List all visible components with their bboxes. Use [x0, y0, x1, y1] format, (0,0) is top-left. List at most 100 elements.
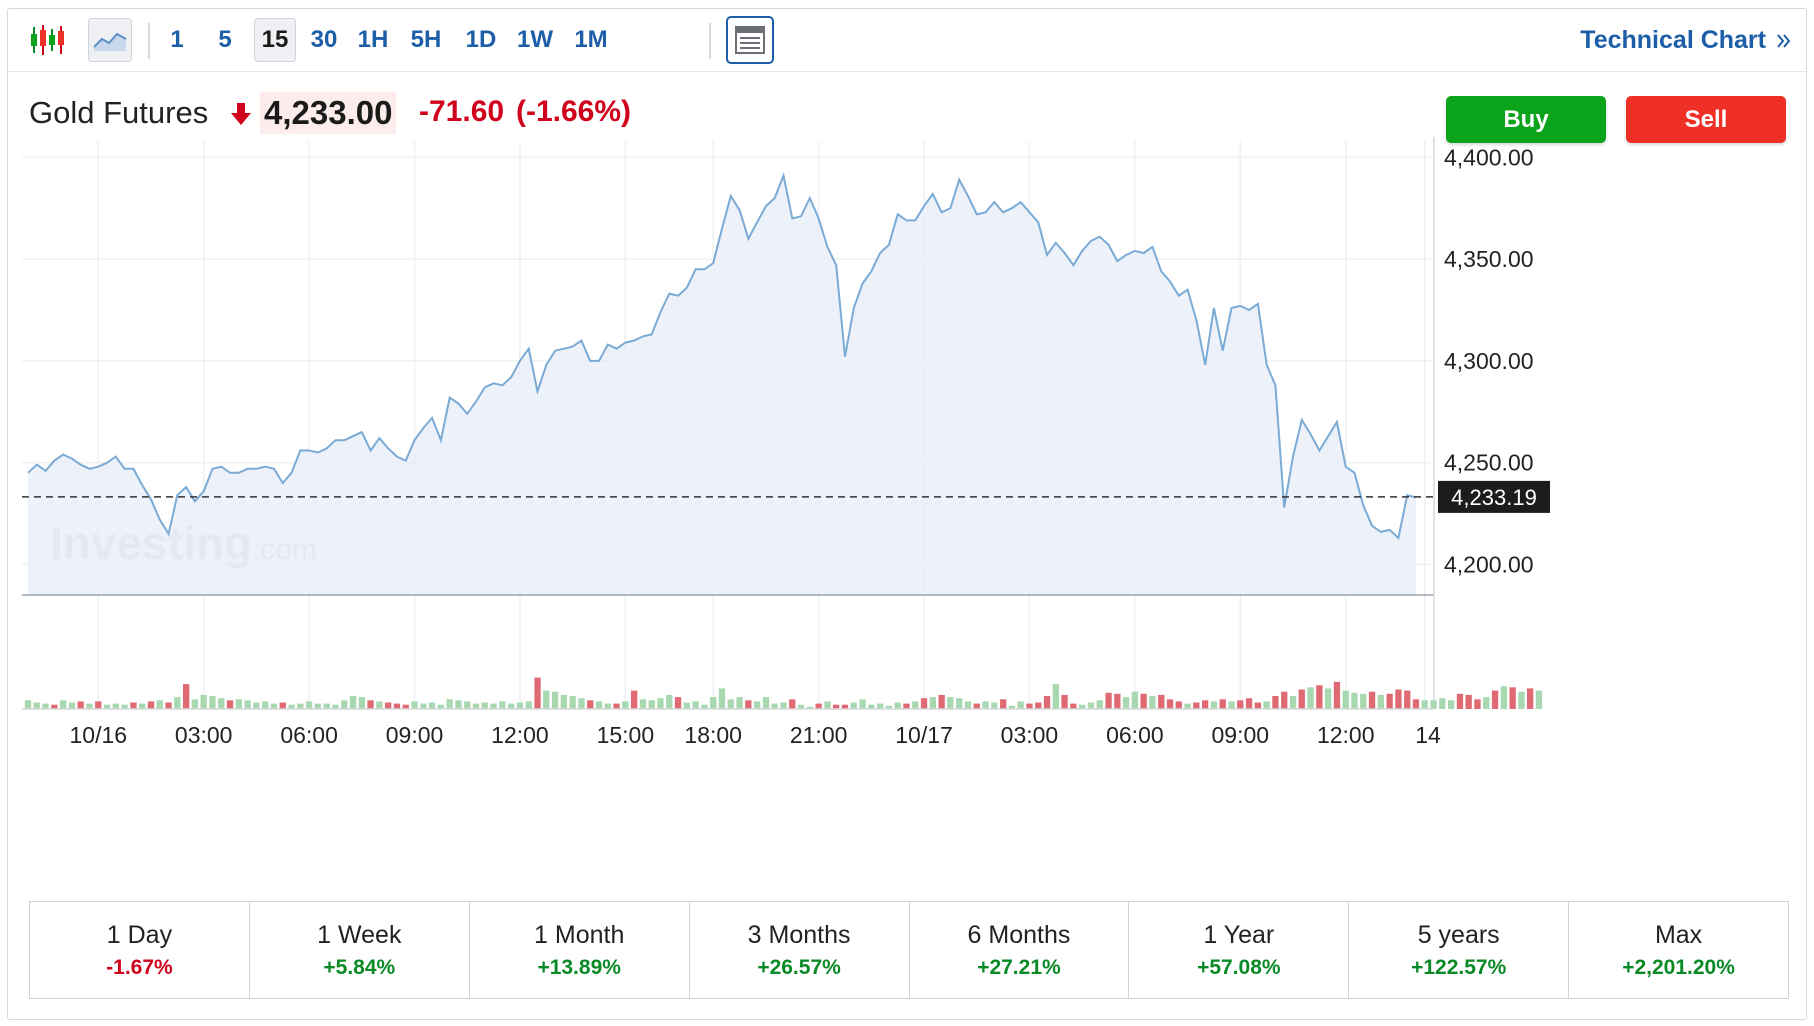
volume-bar — [130, 702, 137, 709]
chart-widget: 1 5 15 30 1H 5H 1D 1W 1M Technical Chart… — [7, 8, 1807, 1020]
x-tick-label: 03:00 — [175, 722, 233, 748]
volume-bar — [437, 704, 444, 709]
period-1-year[interactable]: 1 Year +57.08% — [1129, 902, 1350, 998]
interval-1h[interactable]: 1H — [357, 26, 389, 53]
price-chart[interactable]: Investing.com4,233.194,400.004,350.004,3… — [8, 9, 1808, 889]
volume-bar — [718, 688, 726, 709]
volume-bar — [920, 698, 928, 709]
volume-bar — [253, 702, 260, 709]
volume-bar — [771, 703, 778, 709]
x-tick-label: 03:00 — [1001, 722, 1059, 748]
volume-bar — [1202, 700, 1209, 709]
volume-bar — [297, 703, 304, 709]
period-label: 1 Month — [534, 920, 625, 949]
volume-bar — [1184, 703, 1191, 709]
interval-15[interactable]: 15 — [254, 18, 296, 62]
period-change: +27.21% — [977, 955, 1061, 979]
volume-bar — [174, 697, 181, 709]
volume-bar — [262, 701, 269, 709]
period-1-month[interactable]: 1 Month +13.89% — [470, 902, 690, 998]
volume-bar — [569, 696, 576, 709]
instrument-name: Gold Futures — [29, 95, 209, 130]
volume-bar — [815, 703, 822, 709]
period-label: 3 Months — [747, 920, 851, 949]
interval-5[interactable]: 5 — [218, 26, 232, 53]
volume-bar — [797, 704, 805, 709]
period-max[interactable]: Max +2,201.20% — [1569, 902, 1788, 998]
volume-bar — [745, 700, 752, 709]
interval-1d[interactable]: 1D — [465, 26, 497, 53]
volume-bar — [666, 694, 673, 709]
volume-bar — [657, 698, 664, 709]
volume-bar — [349, 696, 357, 709]
volume-bar — [499, 701, 506, 709]
last-price-label: 4,233.19 — [1451, 485, 1537, 510]
volume-bar — [1237, 700, 1244, 709]
volume-bar — [736, 697, 743, 709]
interval-1m[interactable]: 1M — [574, 26, 608, 53]
volume-bar — [244, 700, 251, 709]
chart-toolbar: 1 5 15 30 1H 5H 1D 1W 1M Technical Chart — [8, 9, 1806, 72]
volume-bar — [1351, 692, 1358, 710]
period-5-years[interactable]: 5 years +122.57% — [1349, 902, 1570, 998]
period-6-months[interactable]: 6 Months +27.21% — [910, 902, 1130, 998]
volume-bar — [1298, 689, 1305, 709]
volume-bar — [112, 703, 119, 709]
y-tick-label: 4,350.00 — [1444, 246, 1534, 272]
volume-bar — [885, 705, 892, 710]
price-line — [27, 172, 1417, 540]
volume-bar — [1316, 685, 1323, 709]
technical-chart-link[interactable]: Technical Chart — [1580, 26, 1792, 55]
volume-bar — [1043, 696, 1051, 709]
sell-button[interactable]: Sell — [1626, 96, 1786, 143]
volume-bar — [1377, 694, 1384, 709]
volume-bar — [314, 703, 321, 709]
area-chart-button[interactable] — [88, 18, 132, 62]
volume-bar — [121, 704, 128, 709]
candlestick-chart-button[interactable] — [24, 18, 70, 62]
volume-bar — [51, 704, 58, 709]
interval-1w[interactable]: 1W — [517, 26, 553, 53]
volume-bar — [1535, 690, 1543, 709]
layout-toggle-button[interactable] — [726, 16, 774, 64]
volume-bar — [218, 698, 225, 709]
volume-bar — [595, 701, 603, 709]
period-3-months[interactable]: 3 Months +26.57% — [690, 902, 910, 998]
x-tick-label: 14 — [1415, 722, 1441, 748]
interval-30[interactable]: 30 — [310, 26, 338, 53]
volume-bar — [1017, 701, 1024, 709]
volume-bar — [894, 702, 901, 709]
volume-bar — [622, 701, 629, 709]
period-1-day[interactable]: 1 Day -1.67% — [30, 902, 250, 998]
volume-bar — [1114, 693, 1121, 709]
volume-bar — [165, 702, 172, 709]
interval-1[interactable]: 1 — [170, 26, 184, 53]
volume-bar — [1210, 701, 1218, 709]
price-change: -71.60 — [419, 95, 505, 128]
period-label: 6 Months — [967, 920, 1071, 949]
volume-bar — [1061, 694, 1068, 709]
volume-bar — [683, 702, 690, 709]
volume-bar — [235, 699, 242, 710]
x-tick-label: 06:00 — [280, 722, 338, 748]
volume-bar — [956, 698, 963, 709]
volume-bar — [1000, 699, 1007, 710]
y-tick-label: 4,300.00 — [1444, 348, 1534, 374]
volume-bar — [1070, 703, 1077, 709]
volume-bar — [1491, 690, 1499, 709]
volume-bar — [156, 700, 163, 709]
volume-bar — [824, 701, 831, 709]
period-1-week[interactable]: 1 Week +5.84% — [250, 902, 470, 998]
volume-bar — [358, 697, 365, 709]
volume-bar — [964, 701, 972, 709]
x-tick-label: 10/16 — [69, 722, 127, 748]
buy-button[interactable]: Buy — [1446, 96, 1606, 143]
y-tick-label: 4,250.00 — [1444, 450, 1534, 476]
volume-bar — [1448, 700, 1455, 709]
volume-bar — [209, 696, 216, 709]
volume-bar — [1430, 700, 1437, 709]
x-tick-label: 15:00 — [597, 722, 655, 748]
double-chevron-right-icon — [1777, 33, 1791, 48]
interval-5h[interactable]: 5H — [410, 26, 442, 53]
volume-bar — [1500, 686, 1507, 710]
